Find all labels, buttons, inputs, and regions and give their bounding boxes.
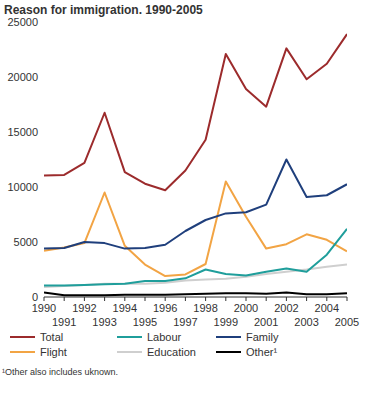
x-tick-label: 2003 [294, 316, 318, 328]
x-tick-label: 2005 [335, 316, 359, 328]
x-axis [44, 297, 347, 298]
series-line [44, 229, 347, 286]
x-tick-label: 1990 [32, 302, 56, 314]
x-tick-label: 2004 [315, 302, 339, 314]
footnote: ¹Other also includes uknown. [2, 367, 118, 377]
y-tick-label: 20000 [7, 71, 38, 83]
x-tick-label: 1998 [193, 302, 217, 314]
legend-swatch [117, 336, 142, 338]
y-tick-label: 10000 [7, 181, 38, 193]
chart: Reason for immigration. 1990-20050500010… [0, 0, 365, 393]
x-tick [145, 297, 146, 301]
series-line [44, 265, 347, 288]
legend-swatch [10, 351, 35, 353]
x-tick-label: 1991 [52, 316, 76, 328]
series-line [44, 293, 347, 296]
x-tick-label: 1993 [92, 316, 116, 328]
y-tick-label: 25000 [7, 16, 38, 28]
legend-swatch [117, 351, 142, 353]
plot-lines [44, 34, 347, 295]
x-tick [246, 297, 247, 301]
x-tick-label: 2002 [274, 302, 298, 314]
x-tick-label: 1997 [173, 316, 197, 328]
legend-label: Family [246, 331, 279, 343]
x-tick [326, 297, 327, 301]
x-tick [64, 297, 65, 301]
x-tick [306, 297, 307, 301]
x-tick [185, 297, 186, 301]
x-tick [225, 297, 226, 301]
x-tick [266, 297, 267, 301]
y-tick-label: 15000 [7, 126, 38, 138]
legend-swatch [10, 336, 35, 338]
x-tick-label: 1999 [214, 316, 238, 328]
x-tick-label: 2001 [254, 316, 278, 328]
x-tick-label: 1992 [72, 302, 96, 314]
x-tick [165, 297, 166, 301]
title: Reason for immigration. 1990-2005 [4, 3, 203, 17]
x-tick-label: 1995 [133, 316, 157, 328]
x-tick [44, 297, 45, 301]
legend-label: Labour [147, 331, 182, 343]
series-line [44, 34, 347, 190]
x-tick-label: 1996 [153, 302, 177, 314]
legend-swatch [216, 336, 241, 338]
x-tick [124, 297, 125, 301]
x-tick [104, 297, 105, 301]
series-line [44, 182, 347, 277]
x-tick [286, 297, 287, 301]
series-line [44, 160, 347, 249]
legend-swatch [216, 351, 241, 353]
legend-label: Flight [40, 346, 67, 358]
x-tick [347, 297, 348, 301]
legend-label: Total [40, 331, 63, 343]
y-tick-label: 5000 [14, 236, 38, 248]
x-tick-label: 2000 [234, 302, 258, 314]
x-tick [205, 297, 206, 301]
x-tick-label: 1994 [113, 302, 137, 314]
legend-label: Other¹ [246, 346, 278, 358]
legend-label: Education [147, 346, 196, 358]
x-tick [84, 297, 85, 301]
